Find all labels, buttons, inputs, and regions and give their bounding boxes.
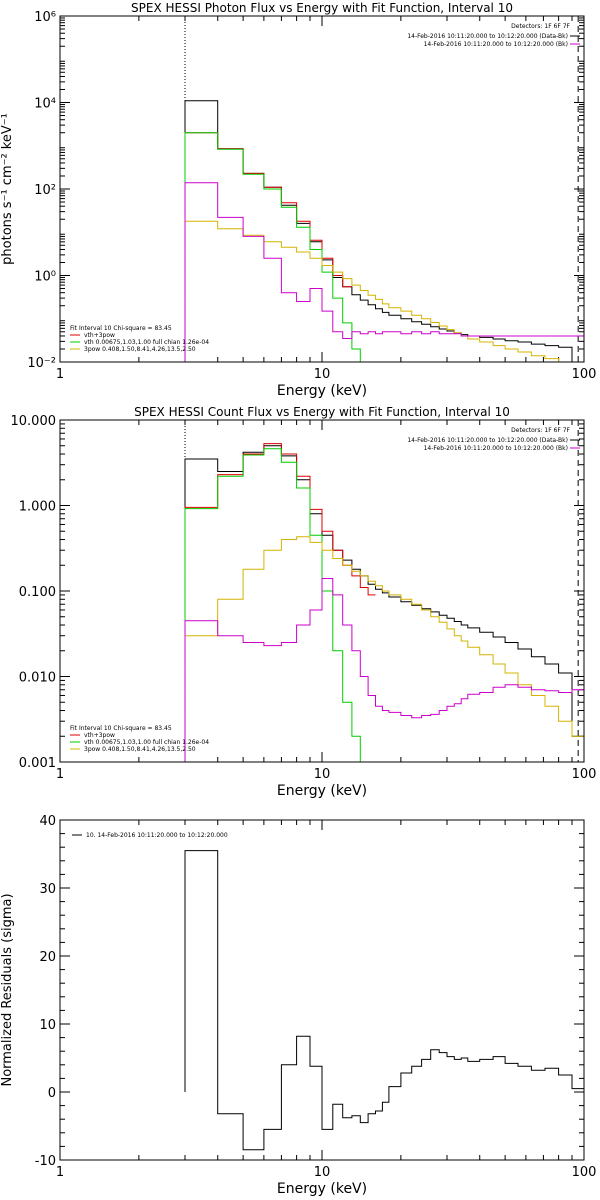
fit-legend-entry: vth+3pow: [84, 332, 115, 339]
x-tick-label: 10: [314, 1165, 331, 1180]
y-tick-label: 30: [39, 882, 56, 897]
chart-title: SPEX HESSI Count Flux vs Energy with Fit…: [134, 405, 510, 419]
fit-legend-entry: 3pow 0.408,1.50,8.41,4.26,13.5,2.50: [84, 746, 196, 753]
x-tick-label: 1: [56, 367, 64, 382]
series-line-5: [184, 182, 584, 362]
fit-legend-header: Fit Interval 10 Chi-square = 83.45: [70, 325, 172, 332]
series-group: [184, 443, 584, 762]
y-tick-label: 10: [39, 1018, 56, 1033]
y-tick-label: 0.100: [19, 585, 56, 600]
y-tick-label: 40: [39, 814, 56, 829]
y-tick-label: 0.001: [19, 756, 56, 771]
x-axis-label: Energy (keV): [277, 783, 367, 799]
y-tick-label: 10⁻²: [27, 356, 56, 371]
x-tick-label: 100: [572, 367, 597, 382]
chart-title: SPEX HESSI Photon Flux vs Energy with Fi…: [131, 1, 513, 15]
chart-panel-3: 1 10 100 Energy (keV) -10 0 10 20 30 40 Normalized…: [0, 814, 596, 1197]
x-tick-label: 1: [56, 767, 64, 782]
legend-entry-label: 14-Feb-2016 10:11:20.000 to 10:12:20.000…: [407, 33, 568, 40]
y-tick-label: 10.000: [11, 414, 57, 429]
x-tick-label: 100: [572, 1165, 597, 1180]
plot-frame: [59, 819, 585, 1161]
fit-legend-entry: vth 0.00675,1.03,1.00 full chian 1.26e-0…: [84, 739, 209, 746]
x-axis-label: Energy (keV): [277, 383, 367, 399]
series-line-3: [184, 448, 361, 762]
legend-header: Detectors: 1F 6F 7F: [511, 23, 570, 30]
series-line-1: [184, 100, 573, 362]
series-line-1: [184, 850, 584, 1151]
chart-panel-1: SPEX HESSI Photon Flux vs Energy with Fi…: [0, 1, 597, 399]
y-axis-label: photons s⁻¹ cm⁻² keV⁻¹: [0, 113, 15, 265]
series-line-1: [184, 445, 584, 762]
y-tick-label: 10⁰: [34, 270, 56, 285]
series-line-2: [184, 443, 376, 762]
series-line-4: [184, 536, 584, 762]
y-tick-label: 10⁴: [34, 97, 56, 112]
y-axis-label: Normalized Residuals (sigma): [0, 893, 15, 1086]
series-group: [184, 850, 584, 1151]
y-tick-label: -10: [35, 1154, 56, 1169]
y-tick-label: 1.000: [19, 500, 56, 515]
fit-legend-entry: vth 0.00675,1.03,1.00 full chian 1.26e-0…: [84, 339, 209, 346]
legend-entry-label: 14-Feb-2016 10:11:20.000 to 10:12:20.000…: [424, 41, 568, 48]
legend-header: Detectors: 1F 6F 7F: [511, 427, 570, 434]
x-tick-label: 10: [314, 367, 331, 382]
plot-frame: [59, 15, 585, 363]
x-axis-label: Energy (keV): [277, 1181, 367, 1197]
y-tick-label: 0: [48, 1086, 56, 1101]
fit-legend-entry: 3pow 0.408,1.50,8.41,4.26,13.5,2.50: [84, 346, 196, 353]
x-tick-label: 100: [572, 767, 597, 782]
fit-legend-entry: vth+3pow: [84, 732, 115, 739]
y-tick-label: 10²: [34, 183, 56, 198]
series-line-3: [184, 132, 361, 362]
x-tick-label: 1: [56, 1165, 64, 1180]
legend-entry-label: 14-Feb-2016 10:11:20.000 to 10:12:20.000…: [407, 437, 568, 444]
series-line-2: [184, 132, 352, 362]
plot-frame: [59, 419, 585, 763]
legend-entry-label: 10. 14-Feb-2016 10:11:20.000 to 10:12:20…: [86, 832, 228, 839]
x-tick-label: 10: [314, 767, 331, 782]
chart-panel-2: SPEX HESSI Count Flux vs Energy with Fit…: [11, 405, 597, 799]
y-tick-label: 0.010: [19, 671, 56, 686]
y-tick-label: 10⁶: [34, 10, 56, 25]
series-line-4: [184, 220, 573, 362]
series-line-5: [184, 578, 584, 762]
legend-entry-label: 14-Feb-2016 10:11:20.000 to 10:12:20.000…: [424, 445, 568, 452]
series-group: [184, 100, 584, 362]
fit-legend-header: Fit Interval 10 Chi-square = 83.45: [70, 725, 172, 732]
y-tick-label: 20: [39, 950, 56, 965]
